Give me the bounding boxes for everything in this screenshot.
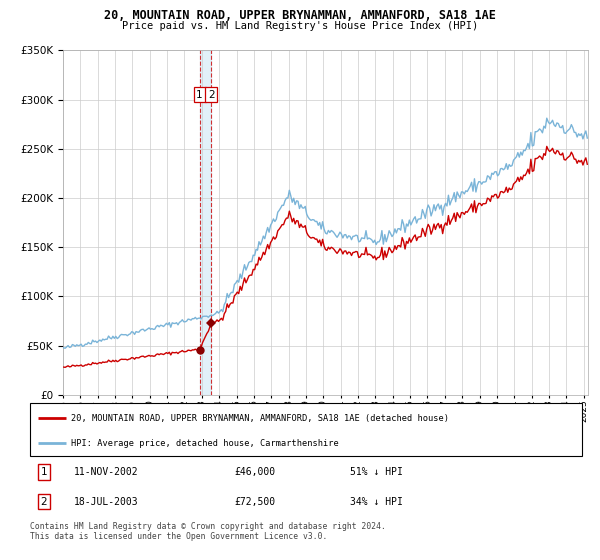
Text: 20, MOUNTAIN ROAD, UPPER BRYNAMMAN, AMMANFORD, SA18 1AE (detached house): 20, MOUNTAIN ROAD, UPPER BRYNAMMAN, AMMA… [71, 414, 449, 423]
Text: £72,500: £72,500 [234, 497, 275, 507]
Text: Contains HM Land Registry data © Crown copyright and database right 2024.
This d: Contains HM Land Registry data © Crown c… [30, 522, 386, 542]
Text: 20, MOUNTAIN ROAD, UPPER BRYNAMMAN, AMMANFORD, SA18 1AE: 20, MOUNTAIN ROAD, UPPER BRYNAMMAN, AMMA… [104, 9, 496, 22]
Text: 2: 2 [208, 90, 215, 100]
Text: 1: 1 [196, 90, 203, 100]
Text: 34% ↓ HPI: 34% ↓ HPI [350, 497, 403, 507]
Text: 1: 1 [40, 467, 47, 477]
Text: 18-JUL-2003: 18-JUL-2003 [74, 497, 139, 507]
Text: 2: 2 [40, 497, 47, 507]
Text: 11-NOV-2002: 11-NOV-2002 [74, 467, 139, 477]
Text: Price paid vs. HM Land Registry's House Price Index (HPI): Price paid vs. HM Land Registry's House … [122, 21, 478, 31]
Text: £46,000: £46,000 [234, 467, 275, 477]
Text: 51% ↓ HPI: 51% ↓ HPI [350, 467, 403, 477]
Text: HPI: Average price, detached house, Carmarthenshire: HPI: Average price, detached house, Carm… [71, 438, 339, 447]
FancyBboxPatch shape [30, 403, 582, 456]
Bar [200, 50, 211, 395]
